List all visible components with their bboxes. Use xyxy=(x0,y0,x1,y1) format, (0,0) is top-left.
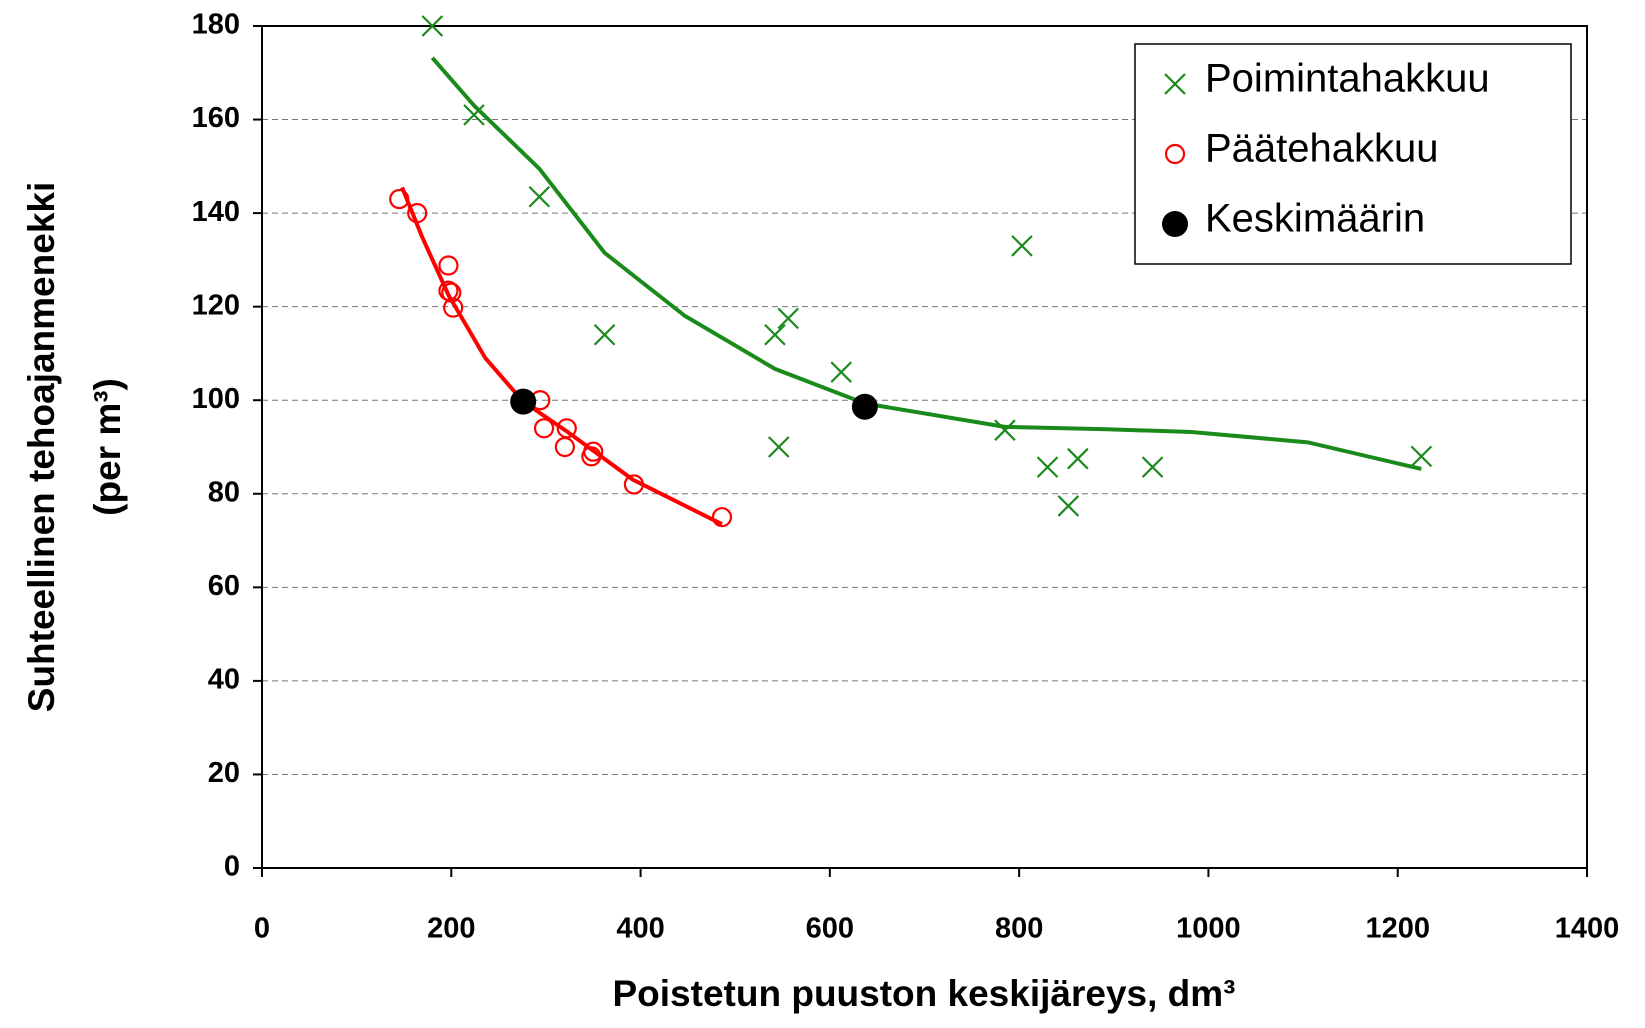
cross-marker xyxy=(1141,456,1164,478)
legend-marker xyxy=(1164,73,1186,95)
legend-marker xyxy=(1164,143,1186,165)
trend-line xyxy=(430,56,1422,471)
x-axis-title: Poistetun puuston keskijäreys, dm³ xyxy=(613,973,1236,1014)
circle-marker xyxy=(711,507,733,528)
x-tick-label: 1400 xyxy=(1555,913,1620,945)
circle-marker xyxy=(554,436,575,458)
x-tick-label: 1200 xyxy=(1365,913,1430,945)
y-axis-title: Suhteellinen tehoajanmenekki xyxy=(21,182,62,712)
cross-marker xyxy=(1036,456,1059,478)
cross-marker xyxy=(830,361,852,383)
legend-marker xyxy=(1162,211,1188,237)
legend-box xyxy=(1134,43,1572,265)
cross-marker xyxy=(463,104,485,126)
dot-marker xyxy=(510,388,537,415)
trend-line xyxy=(400,186,723,526)
x-tick-label: 800 xyxy=(995,913,1043,945)
x-tick-label: 0 xyxy=(254,913,270,945)
x-tick-label: 400 xyxy=(616,913,664,945)
y-tick-label: 100 xyxy=(192,383,240,415)
cross-marker xyxy=(764,323,786,346)
legend-label: Poimintahakkuu xyxy=(1205,57,1490,101)
plot-frame xyxy=(261,25,1588,869)
cross-marker xyxy=(1057,495,1080,517)
y-tick-label: 180 xyxy=(192,9,240,41)
y-tick-label: 160 xyxy=(192,102,240,134)
circle-marker xyxy=(389,188,410,210)
y-tick-label: 20 xyxy=(208,757,240,789)
x-tick-label: 1000 xyxy=(1176,913,1241,945)
legend-label: Päätehakkuu xyxy=(1205,127,1439,171)
circle-marker xyxy=(533,418,555,439)
y-tick-label: 0 xyxy=(224,851,240,883)
circle-marker xyxy=(441,282,462,303)
cross-marker xyxy=(528,185,551,208)
circle-marker xyxy=(583,441,604,462)
circle-marker xyxy=(443,297,464,318)
y-axis-title: (per m³) xyxy=(87,378,128,516)
y-tick-label: 60 xyxy=(208,570,240,602)
cross-marker xyxy=(1011,235,1033,257)
cross-marker xyxy=(1067,447,1089,470)
y-tick-label: 40 xyxy=(208,664,240,696)
legend-label: Keskimäärin xyxy=(1205,197,1425,241)
cross-marker xyxy=(777,307,799,330)
dot-marker xyxy=(851,393,878,420)
y-tick-label: 80 xyxy=(208,476,240,508)
y-tick-label: 120 xyxy=(192,289,240,321)
cross-marker xyxy=(1410,445,1433,468)
y-tick-label: 140 xyxy=(192,196,240,228)
x-tick-label: 600 xyxy=(806,913,854,945)
cross-marker xyxy=(767,436,790,458)
cross-marker xyxy=(994,419,1016,441)
cross-marker xyxy=(421,15,444,37)
cross-marker xyxy=(593,323,616,346)
circle-marker xyxy=(407,203,428,224)
circle-marker xyxy=(438,255,459,276)
circle-marker xyxy=(623,474,645,495)
x-tick-label: 200 xyxy=(427,913,475,945)
